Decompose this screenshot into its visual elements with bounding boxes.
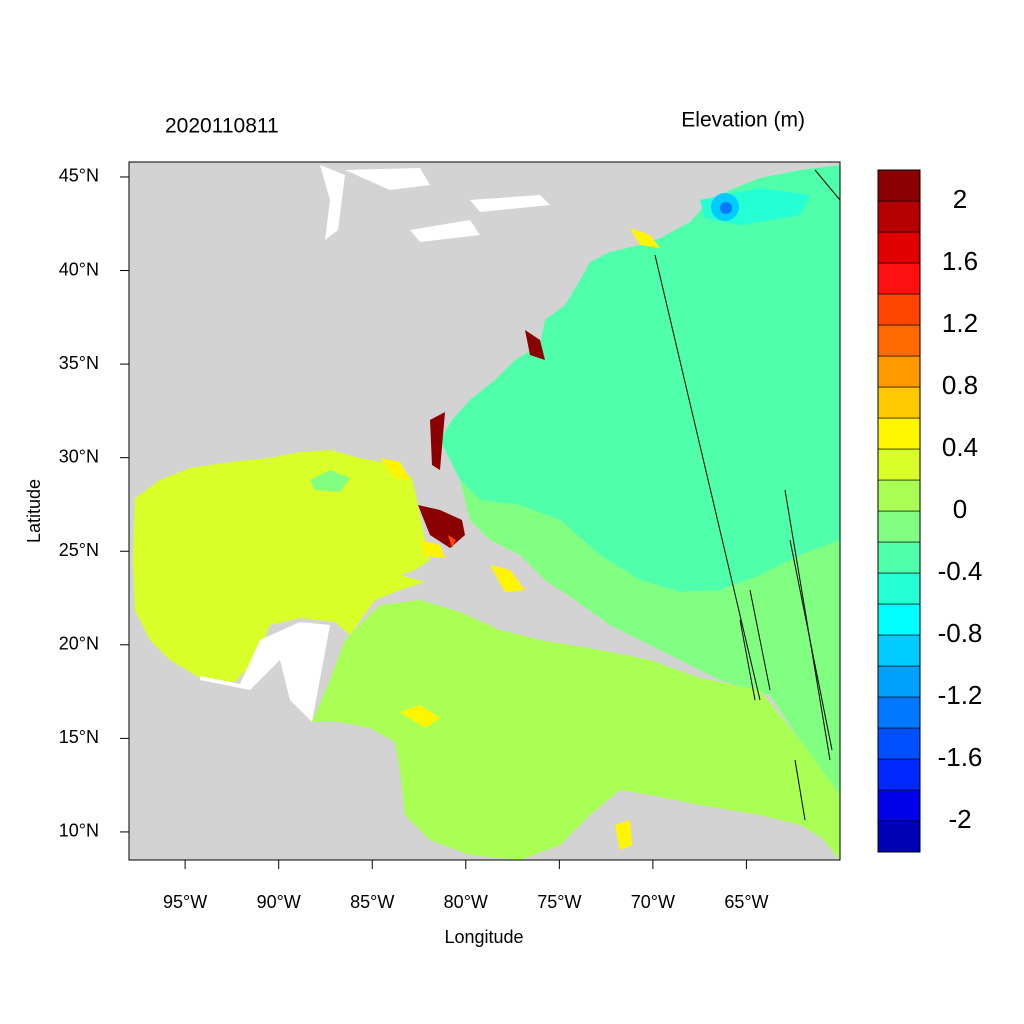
x-tick-label: 95°W	[163, 892, 207, 912]
y-tick-label: 45°N	[59, 166, 99, 186]
x-tick-label: 65°W	[724, 892, 768, 912]
ocean-region	[312, 600, 840, 860]
surge-region	[448, 535, 456, 548]
y-tick-label: 10°N	[59, 821, 99, 841]
map-date: 2020110811	[165, 115, 279, 138]
y-tick-label: 40°N	[59, 259, 99, 279]
x-tick-label: 75°W	[537, 892, 581, 912]
ocean-region	[615, 820, 632, 850]
colorbar-bin	[877, 448, 921, 481]
colorbar-bin	[877, 262, 921, 295]
contour-lines	[654, 169, 840, 821]
y-tick-label: 20°N	[59, 634, 99, 654]
colorbar-bin	[877, 789, 921, 822]
map-area	[129, 162, 840, 860]
ocean-region	[490, 565, 525, 592]
y-axis-label: Latitude	[24, 479, 44, 543]
colorbar-bin	[877, 479, 921, 512]
y-tick-label: 25°N	[59, 540, 99, 560]
colorbar-label: -0.8	[938, 618, 983, 648]
ocean-region	[630, 228, 660, 248]
y-tick-label: 30°N	[59, 446, 99, 466]
ocean-region	[440, 165, 840, 592]
lake	[320, 165, 550, 242]
colorbar-label: 1.6	[942, 246, 978, 276]
colorbar-bin	[877, 169, 921, 202]
colorbar-label: -1.6	[938, 742, 983, 772]
colorbar-bin	[877, 634, 921, 667]
ocean-region	[420, 540, 445, 558]
y-tick-label: 15°N	[59, 727, 99, 747]
colorbar-label: 1.2	[942, 308, 978, 338]
colorbar-bin	[877, 665, 921, 698]
plot-frame	[128, 161, 841, 861]
colorbar-bin	[877, 510, 921, 543]
colorbar-label: -1.2	[938, 680, 983, 710]
colorbar-bin	[877, 231, 921, 264]
surge-region	[430, 412, 445, 470]
surge-region	[418, 505, 465, 548]
colorbar-bin	[877, 696, 921, 729]
ocean-region	[400, 705, 440, 728]
colorbar-bin	[877, 293, 921, 326]
ocean-region	[133, 450, 430, 682]
x-tick-label: 70°W	[631, 892, 675, 912]
coast	[200, 622, 330, 722]
colorbar-bin	[877, 758, 921, 791]
colorbar-bin	[877, 727, 921, 760]
colorbar-frame	[877, 169, 921, 853]
colorbar-bin	[877, 417, 921, 450]
x-tick-label: 85°W	[350, 892, 394, 912]
colorbar-label: 0	[953, 494, 967, 524]
ocean-region	[460, 480, 840, 795]
surge-region	[525, 330, 545, 360]
colorbar-label: 0.4	[942, 432, 978, 462]
colorbar-bin	[877, 572, 921, 605]
colorbar-label: 2	[953, 184, 967, 214]
colorbar-bin	[877, 603, 921, 636]
colorbar-bin	[877, 386, 921, 419]
y-tick-label: 35°N	[59, 353, 99, 373]
ocean-region	[380, 458, 410, 480]
x-axis-label: Longitude	[444, 927, 523, 947]
colorbar-label: -2	[948, 804, 971, 834]
ocean-region	[310, 470, 350, 492]
colorbar-bin	[877, 820, 921, 853]
map-variable: Elevation (m)	[681, 109, 805, 132]
x-tick-label: 90°W	[257, 892, 301, 912]
ocean-region	[720, 202, 732, 214]
colorbar-bin	[877, 324, 921, 357]
x-tick-label: 80°W	[444, 892, 488, 912]
colorbar-bin	[877, 541, 921, 574]
colorbar-label: -0.4	[938, 556, 983, 586]
colorbar-bin	[877, 355, 921, 388]
colorbar-label: 0.8	[942, 370, 978, 400]
colorbar-bin	[877, 200, 921, 233]
